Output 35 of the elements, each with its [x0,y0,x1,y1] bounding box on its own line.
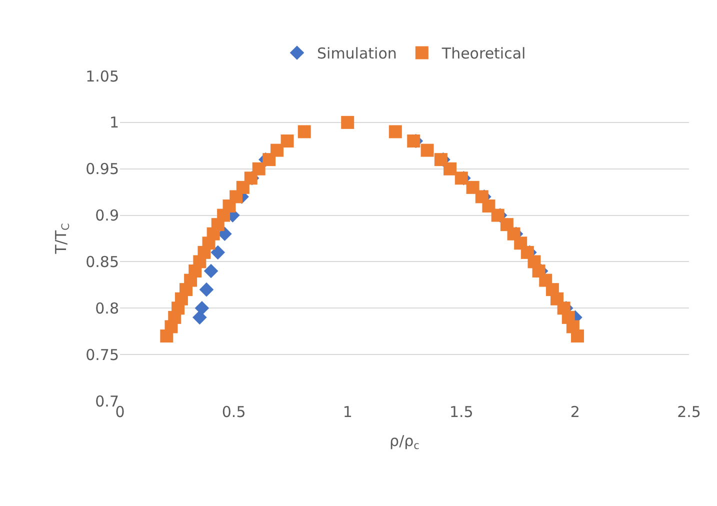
x-tick-label: 1.5 [449,403,474,421]
point [252,162,266,176]
point [199,282,214,297]
x-tick-label: 2 [570,403,580,421]
x-axis-title: ρ/ρ$_{c}$ [390,432,420,452]
legend-label: Theoretical [440,44,526,63]
point [298,125,311,138]
y-tick-label: 0.85 [86,252,119,271]
x-tick-label: 0 [115,403,125,421]
point [210,245,226,260]
point [341,116,354,129]
point [270,144,284,157]
y-tick-label: 0.95 [86,160,119,178]
point [491,208,504,222]
point [444,162,457,176]
point [407,134,420,148]
point [280,134,294,148]
y-tick-label: 1.05 [86,67,119,86]
point [388,125,402,138]
x-tick-label: 2.5 [677,403,701,421]
x-tick-label: 1 [342,403,352,421]
legend-label: Simulation [317,44,397,63]
point [204,264,218,278]
point [454,172,468,185]
point [194,300,210,316]
x-tick-label: 0.5 [222,403,246,421]
point [482,200,496,212]
y-tick-label: 0.75 [86,346,119,364]
y-tick-label: 0.9 [95,206,119,225]
point [434,153,448,166]
y-tick-label: 1 [109,114,119,132]
point [466,180,480,194]
point [420,144,434,157]
y-tick-label: 0.8 [95,299,119,318]
point [570,330,584,342]
